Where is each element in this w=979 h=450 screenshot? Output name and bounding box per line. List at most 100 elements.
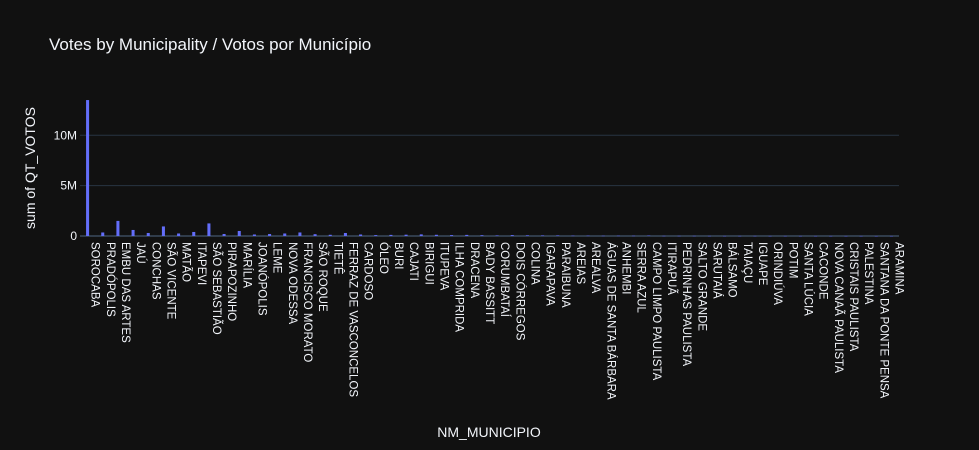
x-tick-label: PARAIBUNA bbox=[559, 242, 571, 308]
bar bbox=[829, 235, 833, 237]
x-tick-label: CAMPO LIMPO PAULISTA bbox=[650, 242, 662, 381]
bar bbox=[647, 235, 651, 236]
x-tick-label: CACONDE bbox=[817, 242, 829, 300]
bar bbox=[207, 223, 211, 236]
y-tick-label: 10M bbox=[54, 128, 77, 142]
bar bbox=[783, 235, 787, 237]
bar bbox=[616, 235, 620, 237]
grid-layer bbox=[80, 134, 899, 237]
x-tick-label: ANHEMBI bbox=[619, 242, 631, 294]
bar bbox=[298, 232, 302, 236]
x-tick-label: BÁLSAMO bbox=[726, 242, 739, 298]
bar bbox=[889, 235, 893, 237]
bar bbox=[86, 100, 90, 237]
x-tick-label: ARAMINA bbox=[892, 242, 904, 295]
x-tick-label: SALTO GRANDE bbox=[695, 242, 707, 331]
y-axis-ticks: 0 5M 10M bbox=[54, 128, 78, 243]
bar bbox=[723, 235, 727, 237]
x-tick-label: PALESTINA bbox=[862, 242, 874, 305]
bar bbox=[389, 234, 393, 236]
x-tick-label: IGARAPAVA bbox=[544, 242, 556, 306]
bar bbox=[237, 230, 241, 236]
x-tick-label: NOVA CANAÃ PAULISTA bbox=[832, 242, 845, 373]
x-tick-label: CONCHAS bbox=[149, 242, 161, 300]
x-tick-label: IGUAPE bbox=[756, 242, 768, 286]
x-tick-label: TAIAÇU bbox=[741, 242, 753, 283]
x-tick-label: NOVA ODESSA bbox=[286, 242, 298, 325]
x-tick-label: ITAPEVI bbox=[195, 242, 207, 285]
x-tick-label: DOIS CÓRREGOS bbox=[513, 242, 526, 341]
bar bbox=[571, 235, 575, 237]
x-tick-label: SOROCABA bbox=[89, 242, 101, 308]
x-tick-label: BIRIGUI bbox=[422, 242, 434, 285]
x-tick-label: BURI bbox=[392, 242, 404, 269]
bar bbox=[161, 226, 165, 236]
bar bbox=[252, 234, 256, 236]
bar bbox=[677, 235, 681, 237]
x-axis-title: NM_MUNICIPIO bbox=[437, 424, 541, 440]
x-tick-label: SANTA LÚCIA bbox=[801, 242, 814, 316]
x-tick-label: COLINA bbox=[528, 242, 540, 285]
chart-title: Votes by Municipality / Votos por Municí… bbox=[49, 35, 371, 54]
x-axis-ticks: SOROCABA PRADÓPOLIS EMBU DAS ARTES JAÚ CONCH… bbox=[89, 242, 905, 400]
bar bbox=[586, 235, 590, 237]
bar bbox=[480, 235, 484, 236]
bar bbox=[632, 235, 636, 237]
x-tick-label: SANTANA DA PONTE PENSA bbox=[877, 242, 889, 399]
bar bbox=[343, 232, 347, 236]
bar bbox=[131, 229, 135, 236]
x-tick-label: SÃO VICENTE bbox=[164, 242, 177, 320]
bar bbox=[450, 235, 454, 236]
x-tick-label: JOANÓPOLIS bbox=[255, 242, 268, 316]
bar bbox=[768, 235, 772, 237]
bar bbox=[419, 234, 423, 236]
x-tick-label: ÓLEO bbox=[377, 242, 390, 274]
x-tick-label: CARDOSO bbox=[362, 242, 374, 300]
bar bbox=[495, 235, 499, 236]
x-tick-label: LEME bbox=[271, 242, 283, 274]
x-tick-label: PIRAPOZINHO bbox=[225, 242, 237, 321]
bar bbox=[283, 233, 287, 236]
bar bbox=[434, 234, 438, 236]
bar bbox=[707, 235, 711, 237]
y-axis-title: sum of QT_VOTOS bbox=[22, 107, 38, 229]
x-tick-label: PEDRINHAS PAULISTA bbox=[680, 242, 692, 367]
x-tick-label: CAJATI bbox=[407, 242, 419, 281]
x-tick-label: SÃO SEBASTIÃO bbox=[210, 242, 223, 335]
bar bbox=[738, 235, 742, 237]
x-tick-label: DRACENA bbox=[468, 242, 480, 299]
x-tick-label: EMBU DAS ARTES bbox=[119, 242, 131, 343]
bar bbox=[374, 235, 378, 236]
bar bbox=[328, 234, 332, 236]
x-tick-label: FERRAZ DE VASCONCELOS bbox=[346, 242, 358, 397]
x-tick-label: SÃO ROQUE bbox=[316, 242, 329, 312]
x-tick-label: CORUMBATAÍ bbox=[498, 242, 511, 318]
x-tick-label: AREALVA bbox=[589, 242, 601, 294]
x-tick-label: MARÍLIA bbox=[240, 242, 253, 288]
bar bbox=[359, 234, 363, 236]
bar bbox=[313, 234, 317, 236]
bar bbox=[222, 233, 226, 236]
bar bbox=[177, 233, 181, 236]
bar bbox=[859, 235, 863, 237]
x-tick-label: TIETÊ bbox=[331, 242, 344, 275]
x-tick-label: POTIM bbox=[786, 242, 798, 278]
bar bbox=[146, 232, 150, 236]
x-tick-label: MATÃO bbox=[180, 242, 193, 282]
x-tick-label: SERRA AZUL bbox=[635, 242, 647, 314]
x-tick-label: JAÚ bbox=[134, 242, 147, 264]
bar bbox=[692, 235, 696, 237]
bar bbox=[874, 235, 878, 237]
x-tick-label: ORINDIÚVA bbox=[771, 242, 784, 305]
bar bbox=[192, 231, 196, 236]
bar bbox=[662, 235, 666, 237]
x-tick-label: AREIAS bbox=[574, 242, 586, 285]
bar bbox=[268, 233, 272, 236]
x-tick-label: ÁGUAS DE SANTA BÁRBARA bbox=[604, 242, 617, 400]
bar bbox=[541, 235, 545, 236]
x-tick-label: ILHA COMPRIDA bbox=[453, 242, 465, 332]
x-tick-label: BADY BASSITT bbox=[483, 242, 495, 324]
bar bbox=[510, 235, 514, 236]
